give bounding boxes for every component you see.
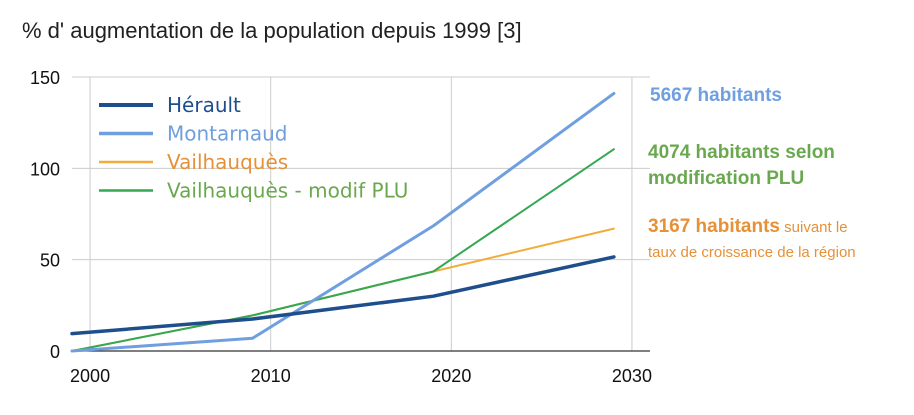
series-line-vailhauqu-s-modif-plu [71, 148, 615, 352]
y-tick-label: 100 [30, 159, 60, 179]
legend-label: Montarnaud [167, 122, 287, 146]
annotation-montarnaud: 5667 habitants [650, 85, 782, 106]
x-tick-label: 2020 [431, 366, 471, 386]
legend-label: Vailhauquès [167, 150, 288, 174]
x-tick-label: 2030 [612, 366, 652, 386]
chart-title: % d' augmentation de la population depui… [22, 18, 522, 43]
annotation-vailhauques-line-1: 3167 habitants suivant le [648, 216, 848, 237]
legend-label: Vailhauquès - modif PLU [167, 179, 408, 203]
annotation-plu-line-1: 4074 habitants selon [648, 142, 835, 163]
annotation-vailhauques-line-2: taux de croissance de la région [648, 244, 856, 261]
annotation-vailhauques-bold: 3167 habitants [648, 216, 780, 237]
x-tick-label: 2000 [70, 366, 110, 386]
series-lines [70, 91, 616, 353]
series-line-vailhauqu-s [71, 227, 615, 352]
y-tick-label: 150 [30, 68, 60, 88]
y-tick-label: 50 [40, 251, 60, 271]
axes: 0 50 100 150 2000 2010 2020 2030 [30, 68, 652, 386]
series-line-montarnaud [70, 91, 616, 353]
grid [72, 76, 650, 352]
legend: Hérault Montarnaud Vailhauquès Vailhauquès … [99, 93, 408, 203]
y-tick-label: 0 [50, 342, 60, 362]
legend-label: Hérault [167, 93, 241, 117]
x-tick-label: 2010 [251, 366, 291, 386]
series-line-h-rault [70, 255, 616, 336]
annotations: 5667 habitants 4074 habitants selon modi… [648, 85, 856, 261]
annotation-plu-line-2: modification PLU [648, 168, 804, 189]
annotation-vailhauques-inline: suivant le [780, 219, 848, 236]
